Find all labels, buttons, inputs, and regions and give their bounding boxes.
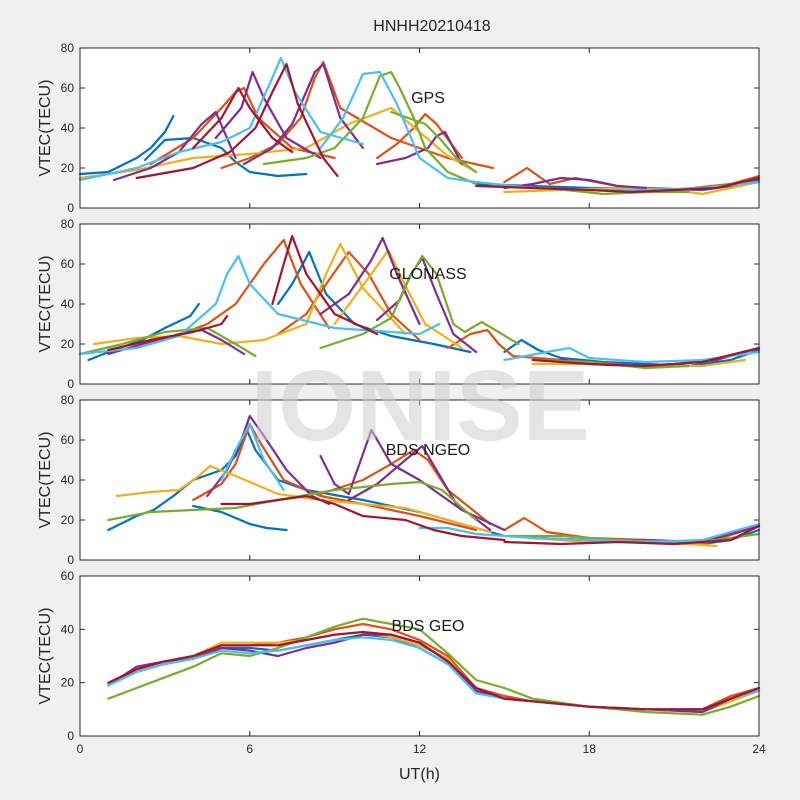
series-line-1-8 bbox=[78, 106, 478, 180]
plot-area-1 bbox=[80, 48, 759, 208]
series-line-2-17 bbox=[78, 254, 441, 356]
series-line-1-12 bbox=[243, 62, 364, 166]
watermark-text: IONISE bbox=[251, 350, 590, 462]
y-tick-label-4-0: 0 bbox=[67, 729, 74, 743]
y-tick-label-4-60: 60 bbox=[61, 569, 75, 583]
y-tick-label-1-80: 80 bbox=[61, 41, 75, 55]
y-tick-label-1-0: 0 bbox=[67, 201, 74, 215]
y-tick-label-3-0: 0 bbox=[67, 553, 74, 567]
series-line-2-15 bbox=[319, 254, 520, 350]
series-line-2-20 bbox=[271, 234, 379, 336]
series-line-1-1 bbox=[78, 114, 175, 176]
y-axis-label-1: VTEC(TECU) bbox=[37, 80, 54, 177]
panel-1: 0 20 40 60 80 VTEC(TECU) GPS bbox=[37, 41, 761, 215]
series-line-2-21 bbox=[531, 346, 761, 368]
y-tick-label-3-60: 60 bbox=[61, 433, 75, 447]
x-tick-label-24: 24 bbox=[752, 742, 766, 756]
x-tick-label-6: 6 bbox=[246, 742, 253, 756]
y-tick-label-1-20: 20 bbox=[61, 161, 75, 175]
series-line-4-7 bbox=[107, 630, 761, 711]
series-line-4-5 bbox=[107, 617, 761, 716]
panel-4: 0 20 40 60 0 6 12 18 24 VTEC(TECU) UT(h) BDS GEO bbox=[37, 569, 766, 783]
series-line-1-11 bbox=[214, 70, 322, 160]
series-line-1-18 bbox=[78, 56, 364, 182]
y-tick-label-4-40: 40 bbox=[61, 622, 75, 636]
y-tick-label-2-60: 60 bbox=[61, 257, 75, 271]
panel-label-4: BDS GEO bbox=[392, 618, 465, 635]
figure-title: HNHH20210418 bbox=[373, 18, 491, 35]
panel-label-1: GPS bbox=[411, 90, 445, 107]
series-line-2-7 bbox=[92, 242, 407, 346]
series-line-2-2 bbox=[276, 250, 472, 354]
plot-area-2 bbox=[80, 224, 759, 384]
series-line-3-17 bbox=[220, 494, 506, 542]
y-tick-label-3-80: 80 bbox=[61, 393, 75, 407]
series-line-1-13 bbox=[376, 130, 463, 166]
series-line-3-11 bbox=[347, 444, 492, 532]
series-line-2-5 bbox=[276, 250, 421, 342]
x-tick-label-18: 18 bbox=[583, 742, 597, 756]
series-line-3-15 bbox=[220, 422, 285, 492]
series-line-2-19 bbox=[107, 314, 229, 352]
series-line-1-15 bbox=[262, 70, 478, 186]
y-tick-label-2-0: 0 bbox=[67, 377, 74, 391]
series-line-3-16 bbox=[418, 522, 761, 544]
y-axis-label-2: VTEC(TECU) bbox=[37, 256, 54, 353]
series-line-1-5 bbox=[220, 60, 495, 170]
series-line-3-18 bbox=[503, 524, 761, 546]
series-line-3-10 bbox=[319, 428, 506, 532]
y-tick-label-1-40: 40 bbox=[61, 121, 75, 135]
y-tick-label-3-20: 20 bbox=[61, 513, 75, 527]
panel-label-3: BDS NGEO bbox=[386, 442, 470, 459]
y-tick-label-2-80: 80 bbox=[61, 217, 75, 231]
panel-label-2: GLONASS bbox=[389, 266, 466, 283]
y-axis-label-3: VTEC(TECU) bbox=[37, 432, 54, 529]
series-line-1-16 bbox=[390, 110, 478, 174]
y-tick-label-2-40: 40 bbox=[61, 297, 75, 311]
y-tick-label-2-20: 20 bbox=[61, 337, 75, 351]
series-line-1-19 bbox=[319, 70, 478, 184]
x-tick-label-0: 0 bbox=[77, 742, 84, 756]
x-axis-label: UT(h) bbox=[399, 766, 440, 783]
y-axis-label-4: VTEC(TECU) bbox=[37, 608, 54, 705]
series-line-1-23 bbox=[475, 176, 761, 194]
panel-3: 0 20 40 60 80 VTEC(TECU) BDS NGEO bbox=[37, 393, 761, 567]
series-line-1-14 bbox=[503, 176, 647, 190]
series-line-2-18 bbox=[503, 346, 761, 364]
panel-2: 0 20 40 60 80 VTEC(TECU) GLONASS bbox=[37, 217, 761, 391]
series-line-1-21 bbox=[135, 62, 339, 180]
y-tick-label-4-20: 20 bbox=[61, 676, 75, 690]
x-tick-label-12: 12 bbox=[413, 742, 427, 756]
y-tick-label-3-40: 40 bbox=[61, 473, 75, 487]
series-line-1-22 bbox=[192, 86, 294, 154]
series-line-2-11 bbox=[319, 236, 421, 326]
y-tick-label-1-60: 60 bbox=[61, 81, 75, 95]
series-line-3-7 bbox=[115, 464, 492, 534]
